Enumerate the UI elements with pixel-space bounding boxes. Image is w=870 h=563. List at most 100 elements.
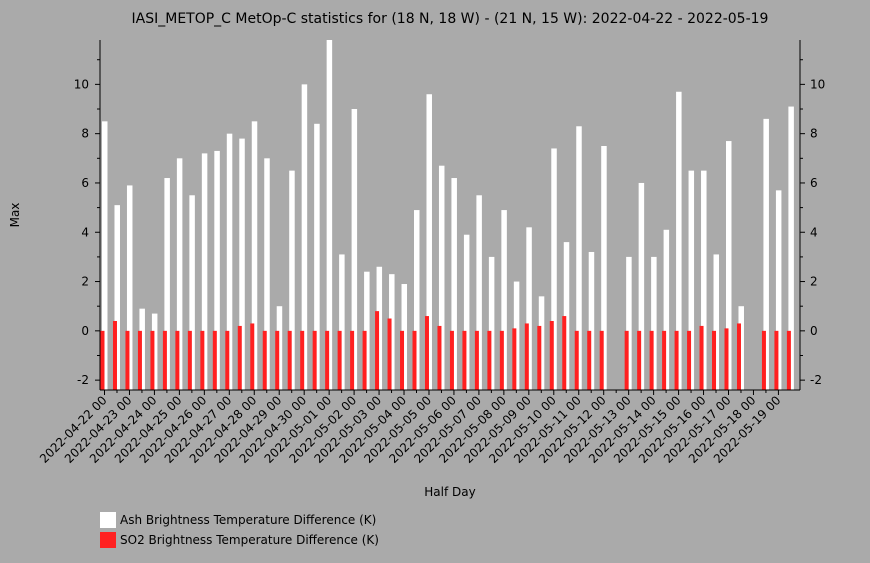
so2-bar [512, 328, 517, 390]
so2-bar [774, 330, 779, 390]
so2-bar [100, 330, 105, 390]
ash-bar [676, 91, 682, 390]
ash-bar [301, 84, 308, 391]
so2-bar [624, 330, 629, 390]
ash-bar [788, 106, 794, 391]
ash-bar [189, 195, 195, 390]
so2-bar [699, 325, 704, 390]
ash-bar [389, 274, 395, 390]
ash-bar [126, 185, 133, 390]
so2-bar [524, 323, 529, 390]
ash-bar [364, 271, 370, 390]
ash-bar [726, 141, 732, 390]
y-axis-label: Max [8, 203, 22, 228]
so2-bar [674, 330, 679, 390]
so2-bar [350, 330, 355, 390]
ash-bar [513, 281, 520, 390]
ash-bar [139, 308, 145, 390]
ash-bar [276, 306, 283, 390]
so2-bar [687, 330, 692, 390]
ash-bar [426, 94, 432, 390]
ash-bar [476, 195, 482, 390]
y-tick-label-right: 2 [810, 275, 818, 289]
so2-bar [424, 316, 429, 390]
so2-bar [212, 330, 217, 390]
so2-bar [200, 330, 205, 390]
so2-bar [499, 330, 504, 390]
ash-bar [601, 145, 607, 390]
ash-bar [414, 210, 420, 390]
ash-bar [651, 256, 657, 390]
ash-bar [638, 182, 645, 390]
so2-bar [712, 330, 717, 390]
legend-swatch-ash [100, 512, 116, 528]
so2-bar [487, 330, 492, 390]
ash-bar [226, 133, 233, 390]
so2-bar [437, 325, 442, 390]
so2-bar [724, 328, 729, 390]
x-axis-label: Half Day [424, 485, 475, 499]
so2-bar [400, 330, 405, 390]
ash-bar [713, 254, 720, 390]
ash-bar [538, 296, 545, 390]
ash-bar [314, 123, 320, 391]
ash-bar [151, 313, 158, 390]
ash-bar [463, 234, 470, 390]
so2-bar [300, 330, 305, 390]
y-tick-label-left: 8 [81, 127, 89, 141]
so2-bar [150, 330, 155, 390]
so2-bar [549, 320, 554, 390]
so2-bar [587, 330, 592, 390]
so2-bar [375, 311, 380, 390]
ash-bar [214, 150, 220, 390]
so2-bar [736, 323, 741, 390]
y-tick-label-right: -2 [810, 373, 822, 387]
so2-bar [287, 330, 292, 390]
ash-bar [626, 256, 632, 390]
so2-bar [574, 330, 579, 390]
so2-bar [649, 330, 654, 390]
so2-bar [761, 330, 766, 390]
so2-bar [325, 330, 330, 390]
ash-bar [176, 158, 183, 390]
ash-bar [264, 158, 270, 390]
ash-bar [251, 121, 258, 390]
so2-bar [312, 330, 317, 390]
ash-bar [326, 40, 333, 390]
so2-bar [599, 330, 604, 390]
so2-bar [449, 330, 454, 390]
y-tick-label-left: 2 [81, 275, 89, 289]
ash-bar [438, 165, 445, 390]
ash-bar [401, 284, 408, 390]
ash-bar [763, 118, 769, 391]
so2-bar [250, 323, 255, 390]
ash-bar [775, 190, 782, 390]
so2-bar [137, 330, 142, 390]
legend-swatch-so2 [100, 532, 116, 548]
ash-bar [201, 153, 208, 390]
ash-bar [488, 256, 495, 390]
ash-bar [738, 306, 744, 390]
ash-bar [339, 254, 345, 390]
y-tick-label-left: 0 [81, 324, 89, 338]
y-tick-label-right: 8 [810, 127, 818, 141]
y-tick-label-left: 10 [74, 77, 89, 91]
so2-bar [262, 330, 267, 390]
y-tick-label-right: 10 [810, 77, 825, 91]
ash-bar [663, 229, 670, 390]
so2-bar [537, 325, 542, 390]
so2-bar [462, 330, 467, 390]
so2-bar [225, 330, 230, 390]
so2-bar [112, 320, 117, 390]
bars-group [100, 40, 794, 391]
so2-bar [474, 330, 479, 390]
so2-bar [237, 325, 242, 390]
so2-bar [275, 330, 280, 390]
y-tick-label-right: 4 [810, 225, 818, 239]
ash-bar [576, 126, 582, 391]
legend-label-so2: SO2 Brightness Temperature Difference (K… [120, 533, 379, 547]
so2-bar [187, 330, 192, 390]
so2-bar [362, 330, 367, 390]
so2-bar [562, 316, 567, 390]
